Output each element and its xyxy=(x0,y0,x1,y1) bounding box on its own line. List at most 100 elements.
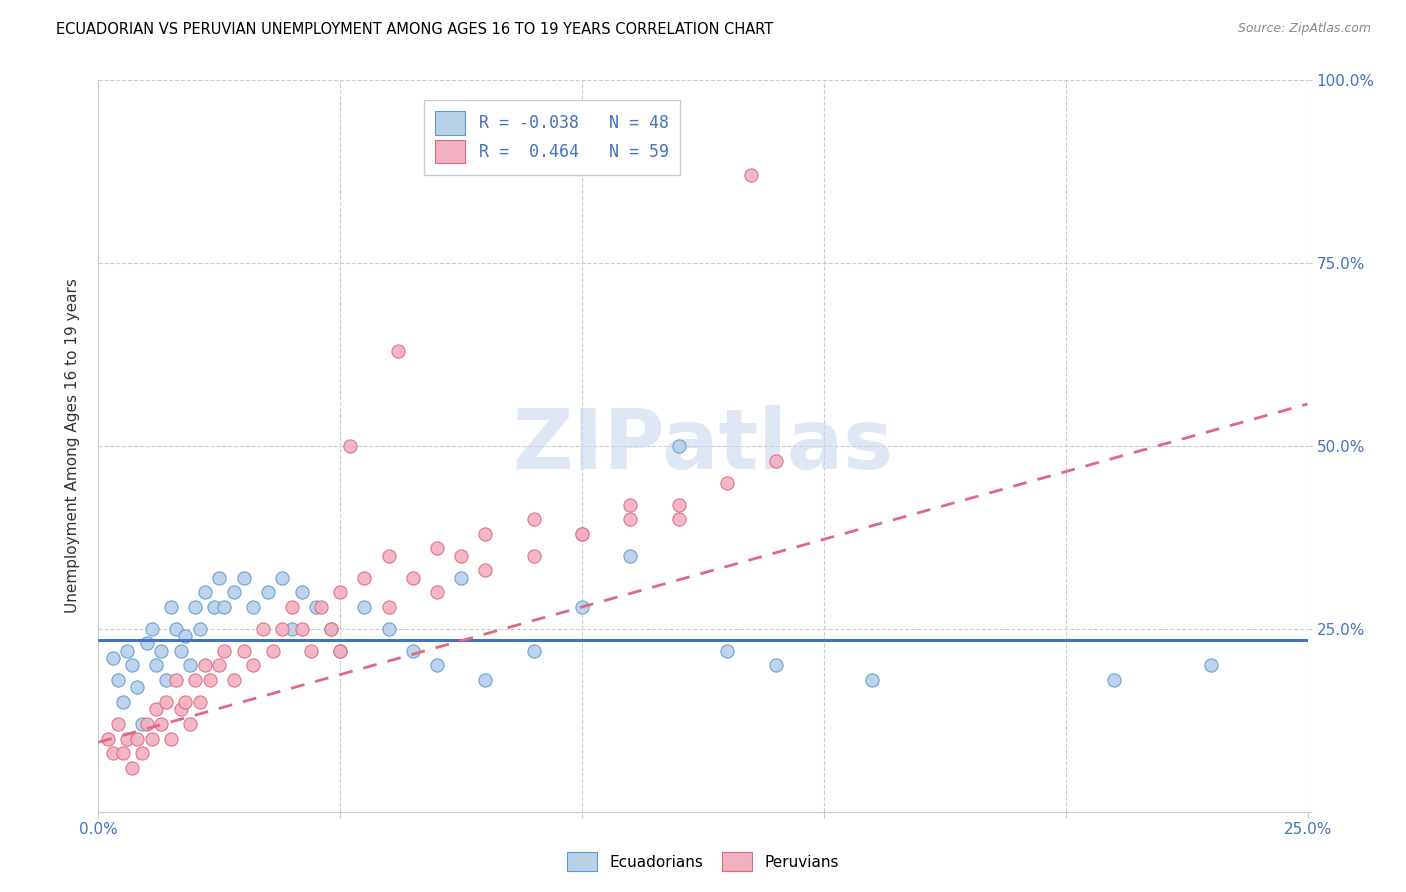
Point xyxy=(474,673,496,687)
Point xyxy=(160,599,183,614)
Point xyxy=(619,498,641,512)
Point xyxy=(141,731,163,746)
Point xyxy=(353,599,375,614)
Point xyxy=(426,585,449,599)
Point xyxy=(319,622,342,636)
Point xyxy=(101,651,124,665)
Point xyxy=(262,644,284,658)
Point xyxy=(281,622,304,636)
Point xyxy=(131,746,153,760)
Point xyxy=(155,695,177,709)
Point xyxy=(135,717,157,731)
Point xyxy=(107,717,129,731)
Point xyxy=(135,636,157,650)
Point xyxy=(117,731,139,746)
Point xyxy=(309,599,332,614)
Point xyxy=(145,702,167,716)
Point xyxy=(204,599,226,614)
Point xyxy=(523,644,546,658)
Point xyxy=(198,673,221,687)
Point xyxy=(523,512,546,526)
Point xyxy=(208,571,231,585)
Text: ECUADORIAN VS PERUVIAN UNEMPLOYMENT AMONG AGES 16 TO 19 YEARS CORRELATION CHART: ECUADORIAN VS PERUVIAN UNEMPLOYMENT AMON… xyxy=(56,22,773,37)
Point xyxy=(377,622,399,636)
Point xyxy=(111,746,134,760)
Point xyxy=(305,599,328,614)
Point xyxy=(145,658,167,673)
Point xyxy=(121,761,143,775)
Point xyxy=(222,673,245,687)
Point xyxy=(290,585,312,599)
Point xyxy=(402,571,425,585)
Point xyxy=(387,343,409,358)
Point xyxy=(169,702,191,716)
Point xyxy=(174,629,197,643)
Point xyxy=(169,644,191,658)
Point xyxy=(339,439,361,453)
Legend: Ecuadorians, Peruvians: Ecuadorians, Peruvians xyxy=(561,847,845,877)
Point xyxy=(179,658,201,673)
Point xyxy=(150,644,173,658)
Point xyxy=(450,549,472,563)
Point xyxy=(571,526,593,541)
Point xyxy=(426,541,449,556)
Point xyxy=(716,644,738,658)
Point xyxy=(765,453,787,467)
Point xyxy=(426,658,449,673)
Point xyxy=(160,731,183,746)
Point xyxy=(281,599,304,614)
Point xyxy=(290,622,312,636)
Point xyxy=(329,644,352,658)
Point xyxy=(174,695,197,709)
Point xyxy=(184,673,207,687)
Point xyxy=(232,571,254,585)
Point xyxy=(353,571,375,585)
Point xyxy=(474,526,496,541)
Point xyxy=(150,717,173,731)
Point xyxy=(377,599,399,614)
Point xyxy=(155,673,177,687)
Point xyxy=(111,695,134,709)
Point xyxy=(117,644,139,658)
Point xyxy=(668,498,690,512)
Point xyxy=(319,622,342,636)
Point xyxy=(101,746,124,760)
Point xyxy=(377,549,399,563)
Point xyxy=(208,658,231,673)
Point xyxy=(242,658,264,673)
Point xyxy=(165,622,187,636)
Point xyxy=(1102,673,1125,687)
Point xyxy=(127,681,149,695)
Point xyxy=(619,512,641,526)
Point xyxy=(184,599,207,614)
Point xyxy=(716,475,738,490)
Point xyxy=(571,599,593,614)
Point xyxy=(222,585,245,599)
Legend: R = -0.038   N = 48, R =  0.464   N = 59: R = -0.038 N = 48, R = 0.464 N = 59 xyxy=(423,100,681,175)
Point xyxy=(1199,658,1222,673)
Point xyxy=(127,731,149,746)
Point xyxy=(765,658,787,673)
Point xyxy=(165,673,187,687)
Point xyxy=(131,717,153,731)
Point xyxy=(242,599,264,614)
Text: Source: ZipAtlas.com: Source: ZipAtlas.com xyxy=(1237,22,1371,36)
Point xyxy=(121,658,143,673)
Point xyxy=(107,673,129,687)
Point xyxy=(668,512,690,526)
Point xyxy=(860,673,883,687)
Point xyxy=(188,622,211,636)
Point xyxy=(329,585,352,599)
Point xyxy=(450,571,472,585)
Point xyxy=(329,644,352,658)
Point xyxy=(194,658,217,673)
Text: ZIPatlas: ZIPatlas xyxy=(513,406,893,486)
Point xyxy=(212,599,235,614)
Point xyxy=(179,717,201,731)
Point xyxy=(523,549,546,563)
Point xyxy=(271,571,294,585)
Point xyxy=(619,549,641,563)
Point xyxy=(232,644,254,658)
Point xyxy=(402,644,425,658)
Point xyxy=(97,731,120,746)
